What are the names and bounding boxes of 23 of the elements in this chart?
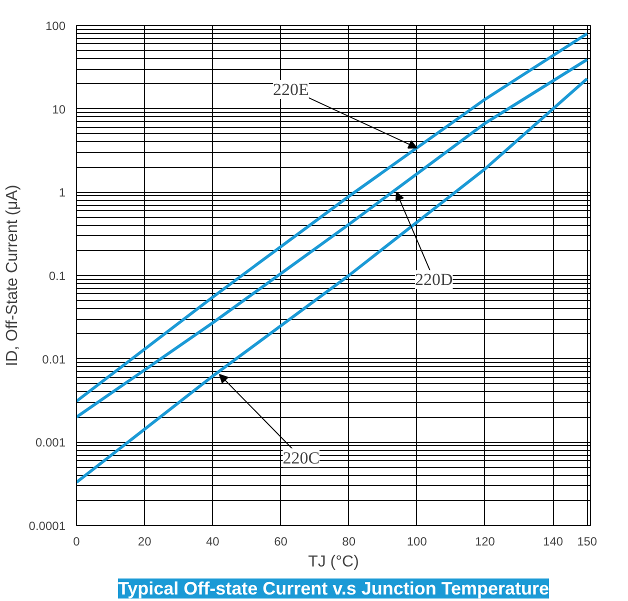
text: Typical Off-state Current v.s Junction Temperature	[118, 578, 550, 598]
y-tick-label: 0.1	[48, 269, 66, 283]
y-tick-label: 100	[45, 19, 66, 33]
y-tick-label: 0.0001	[28, 519, 66, 533]
x-tick-label: 0	[73, 534, 80, 548]
y-tick-label: 0.001	[35, 436, 66, 450]
x-tick-label: 20	[138, 534, 152, 548]
x-tick-label: 40	[206, 534, 220, 548]
y-axis-title: ID, Off-State Current (μA)	[4, 184, 21, 366]
x-tick-label: 100	[406, 534, 428, 548]
annotation: 220E	[273, 80, 309, 100]
y-tick-label: 1	[58, 186, 66, 200]
x-tick-label: 150	[577, 534, 598, 548]
x-tick-label: 60	[274, 534, 288, 548]
x-axis-title: TJ (°C)	[308, 554, 359, 570]
annotation: 220C	[282, 448, 320, 468]
y-tick-label: 0.01	[42, 352, 66, 366]
x-tick-label: 120	[474, 534, 496, 548]
annotation: 220D	[415, 270, 453, 290]
line-series	[76, 77, 589, 484]
y-tick-label: 10	[52, 102, 66, 116]
x-tick-label: 140	[543, 534, 564, 548]
x-tick-label: 80	[342, 534, 356, 548]
